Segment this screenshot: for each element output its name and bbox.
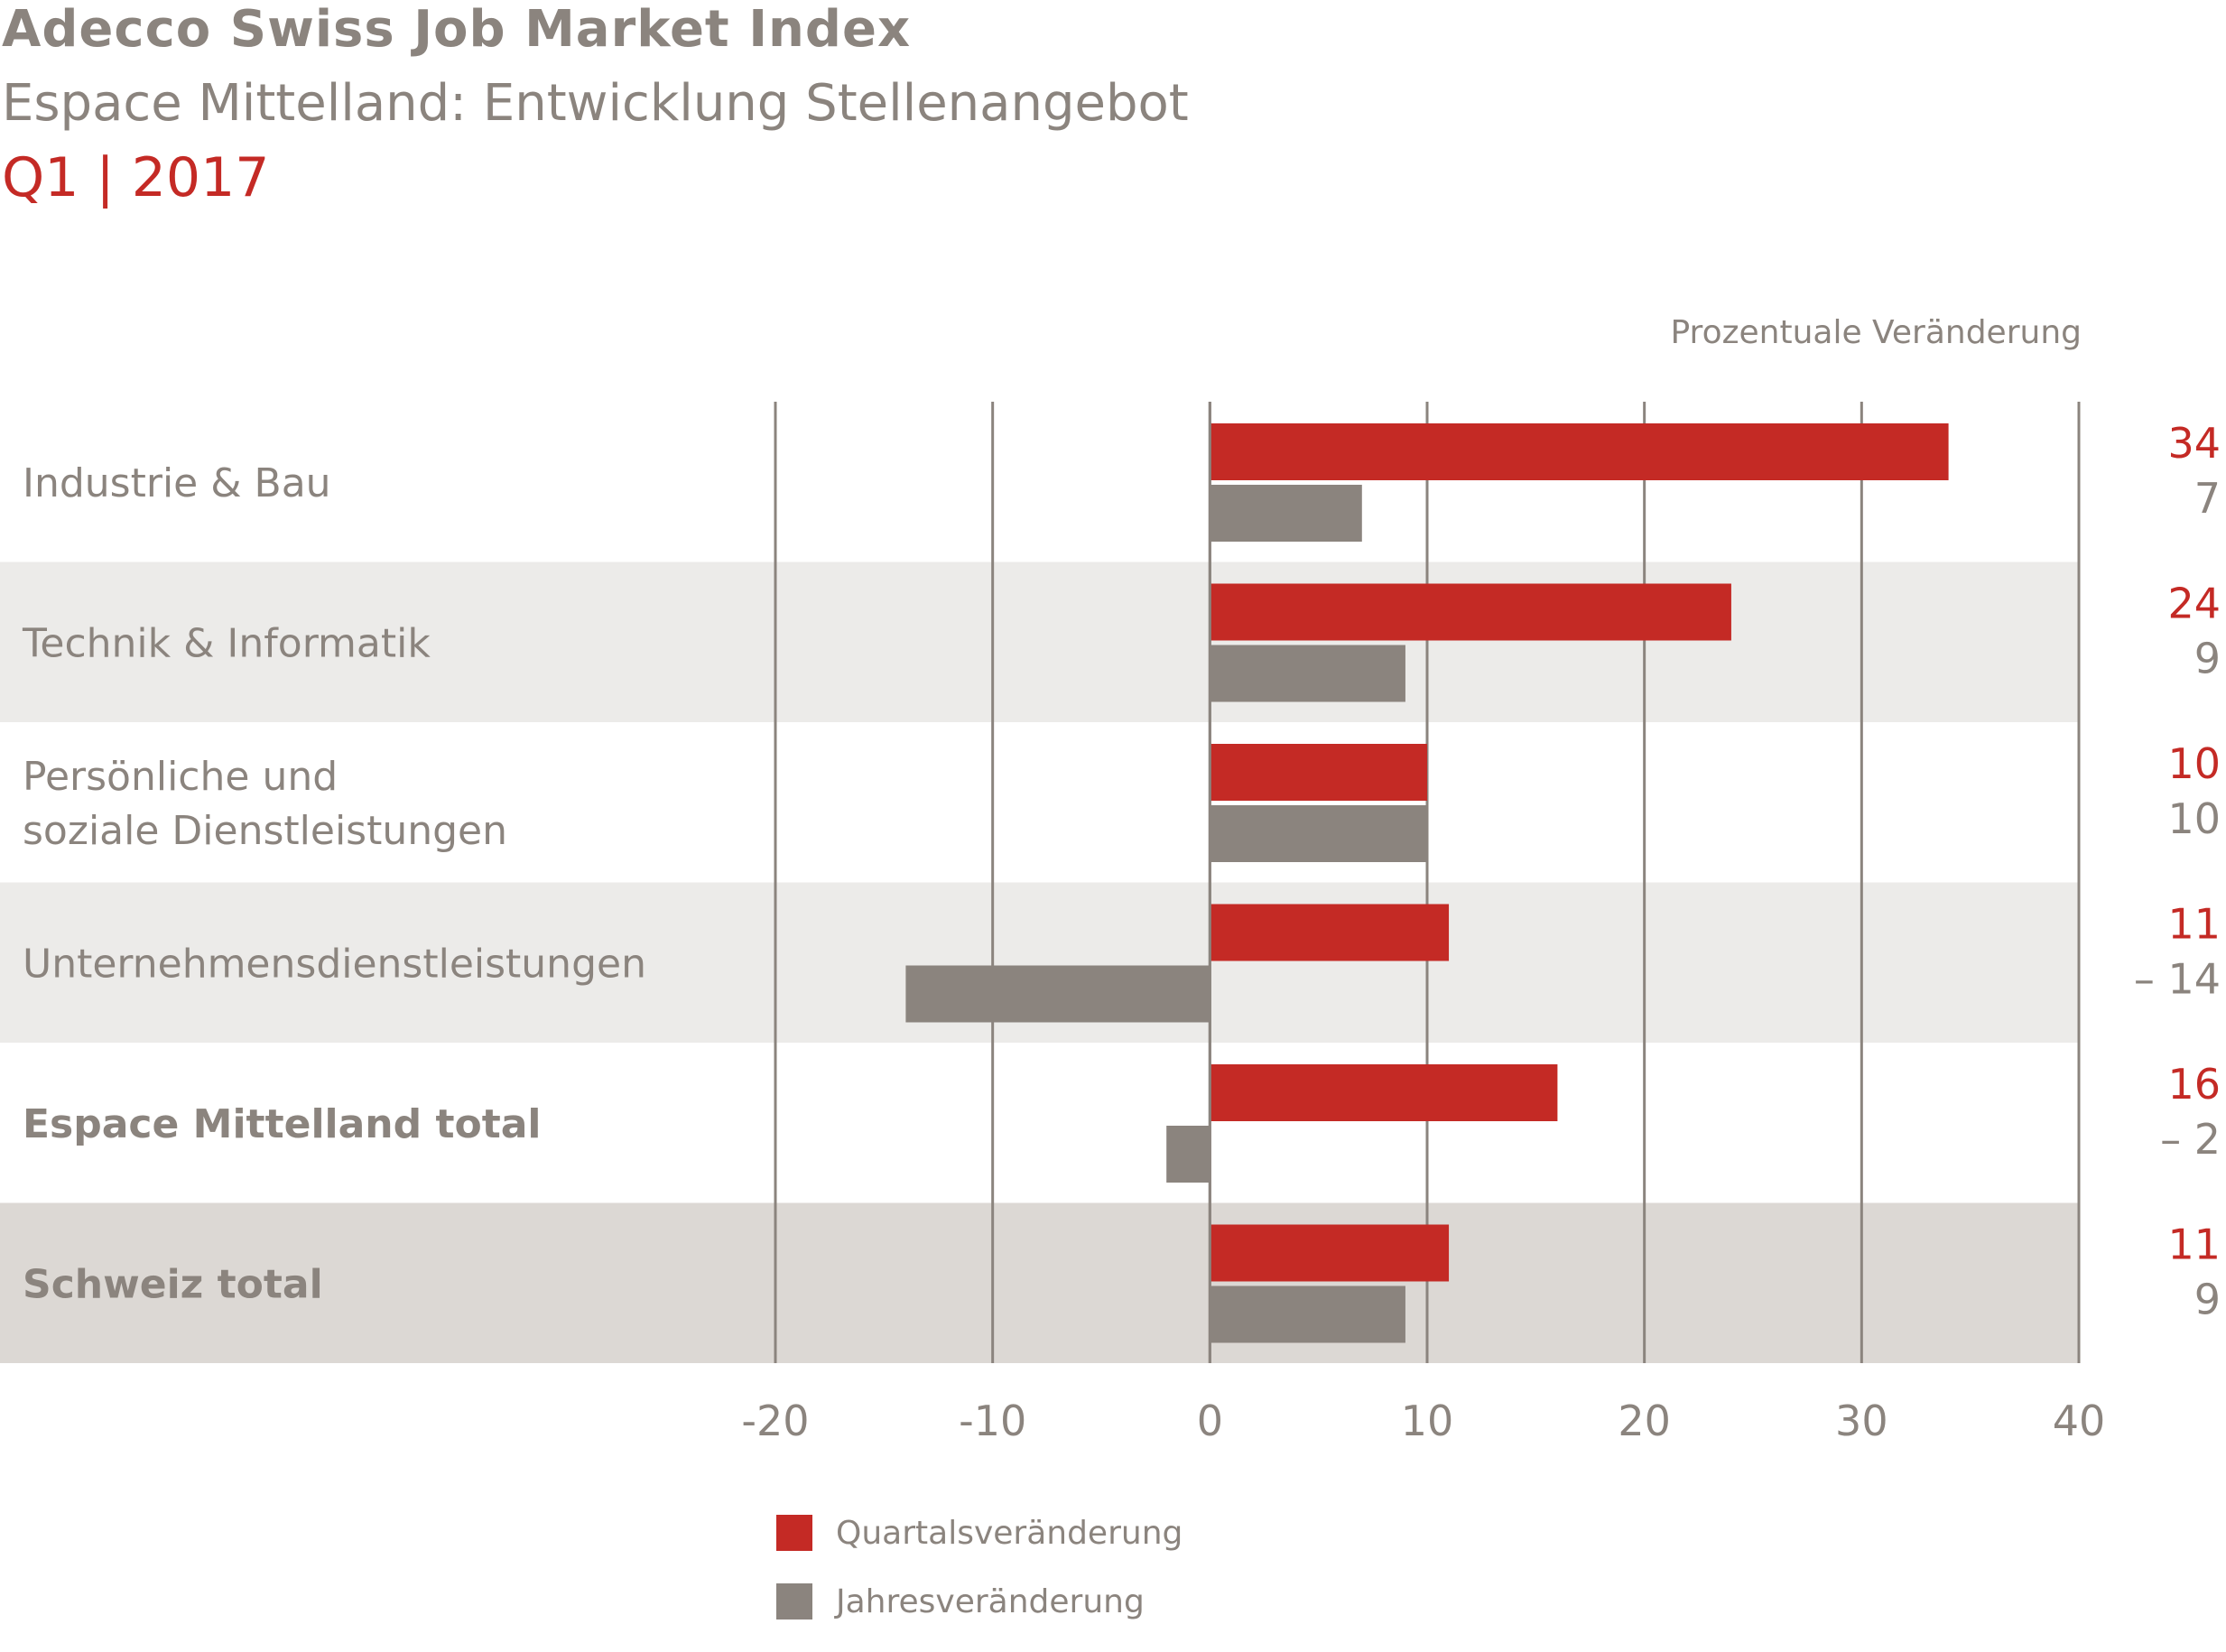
value-label-quarter: 11 bbox=[2167, 1220, 2221, 1269]
chart-subtitle: Espace Mittelland: Entwicklung Stellenan… bbox=[2, 74, 1189, 133]
value-label-quarter: 11 bbox=[2167, 900, 2221, 949]
category-label: Industrie & Bau bbox=[23, 460, 331, 506]
legend-label-year: Jahresveränderung bbox=[836, 1582, 1145, 1620]
bar-quarter bbox=[1210, 423, 1949, 480]
bar-quarter bbox=[1210, 744, 1427, 801]
bar-quarter bbox=[1210, 1224, 1450, 1282]
value-label-quarter: 10 bbox=[2167, 739, 2221, 788]
unit-label: Prozentuale Veränderung bbox=[1670, 314, 2082, 351]
bar-year bbox=[905, 965, 1210, 1023]
x-tick-label: -20 bbox=[741, 1397, 809, 1445]
category-label: Technik & Informatik bbox=[22, 620, 431, 666]
value-label-year: 9 bbox=[2194, 635, 2221, 683]
chart-period: Q1 | 2017 bbox=[2, 146, 270, 209]
bar-year bbox=[1210, 805, 1427, 862]
legend-item-year: Jahresveränderung bbox=[776, 1583, 1183, 1620]
legend-item-quarter: Quartalsveränderung bbox=[776, 1514, 1183, 1552]
legend-swatch-year bbox=[776, 1583, 812, 1620]
value-label-quarter: 34 bbox=[2167, 419, 2221, 468]
value-label-year: 10 bbox=[2167, 794, 2221, 843]
x-tick-label: 0 bbox=[1197, 1397, 1223, 1445]
row-band bbox=[0, 561, 2079, 722]
legend-label-quarter: Quartalsveränderung bbox=[836, 1514, 1183, 1552]
bar-year bbox=[1210, 485, 1362, 542]
bar-year bbox=[1210, 1285, 1405, 1343]
row-band bbox=[0, 1202, 2079, 1363]
category-label: Unternehmensdienstleistungen bbox=[23, 941, 646, 987]
value-label-year: 7 bbox=[2194, 474, 2221, 523]
bar-year bbox=[1166, 1126, 1210, 1183]
value-label-year: – 14 bbox=[2134, 955, 2221, 1004]
legend-swatch-quarter bbox=[776, 1515, 812, 1551]
x-tick-label: 10 bbox=[1401, 1397, 1454, 1445]
value-label-quarter: 16 bbox=[2167, 1060, 2221, 1109]
bar-quarter bbox=[1210, 904, 1450, 961]
category-label: soziale Dienstleistungen bbox=[23, 808, 507, 854]
bar-year bbox=[1210, 645, 1405, 702]
value-label-year: – 2 bbox=[2160, 1115, 2221, 1164]
x-tick-label: 40 bbox=[2053, 1397, 2106, 1445]
x-tick-label: -10 bbox=[959, 1397, 1026, 1445]
legend: Quartalsveränderung Jahresveränderung bbox=[776, 1515, 1183, 1652]
x-tick-label: 30 bbox=[1835, 1397, 1888, 1445]
category-label: Schweiz total bbox=[23, 1261, 323, 1307]
chart-title: Adecco Swiss Job Market Index bbox=[2, 0, 912, 59]
value-label-quarter: 24 bbox=[2167, 580, 2221, 628]
bar-quarter bbox=[1210, 583, 1731, 641]
bar-quarter bbox=[1210, 1064, 1558, 1121]
category-label: Espace Mittelland total bbox=[23, 1101, 542, 1147]
value-label-year: 9 bbox=[2194, 1276, 2221, 1324]
x-tick-label: 20 bbox=[1618, 1397, 1671, 1445]
category-label: Persönliche und bbox=[23, 754, 338, 800]
